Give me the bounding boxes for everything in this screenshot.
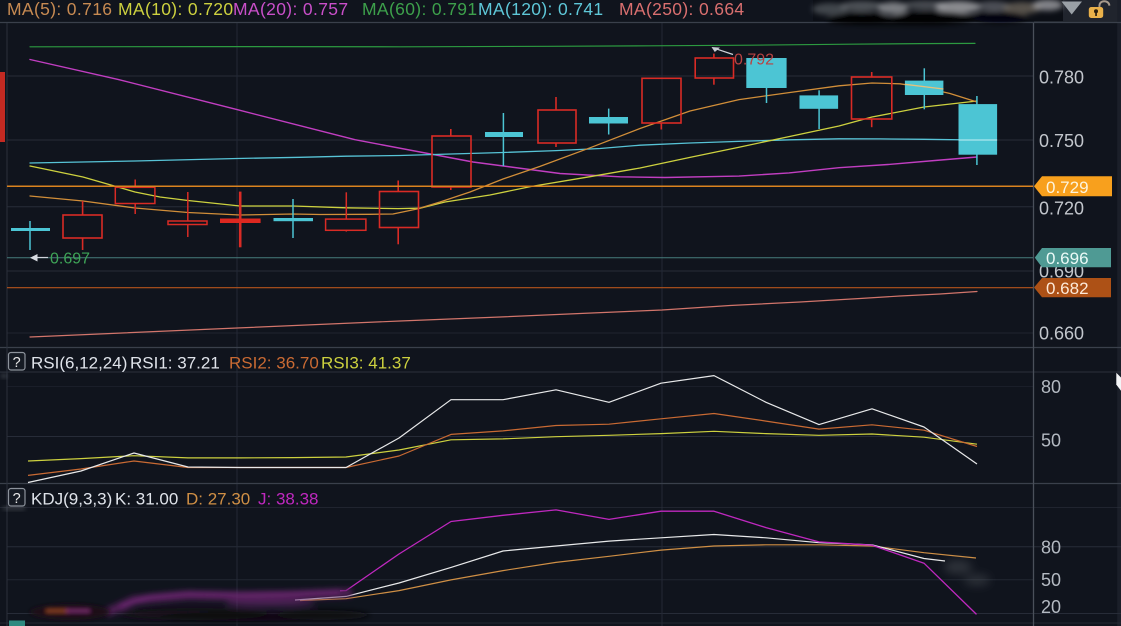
svg-text:MA(10): 0.720: MA(10): 0.720 [118, 0, 233, 19]
svg-text:MA(60): 0.791: MA(60): 0.791 [362, 0, 477, 19]
svg-text:MA(250): 0.664: MA(250): 0.664 [619, 0, 745, 19]
svg-text:KDJ(9,3,3): KDJ(9,3,3) [31, 490, 112, 509]
svg-text:80: 80 [1041, 377, 1061, 397]
svg-text:20: 20 [1041, 597, 1061, 617]
svg-text:?: ? [13, 355, 21, 371]
svg-text:0.696: 0.696 [1046, 249, 1089, 268]
svg-text:0.660: 0.660 [1039, 324, 1084, 344]
svg-text:80: 80 [1041, 537, 1061, 557]
svg-text:0.792: 0.792 [734, 52, 774, 69]
svg-text:0.682: 0.682 [1046, 279, 1089, 298]
svg-text:RSI2: 36.70: RSI2: 36.70 [229, 354, 319, 373]
svg-text:0.780: 0.780 [1039, 68, 1084, 88]
svg-text:0.729: 0.729 [1046, 178, 1089, 197]
svg-text:0.750: 0.750 [1039, 131, 1084, 151]
svg-text:MA(5): 0.716: MA(5): 0.716 [7, 0, 112, 19]
svg-text:J: 38.38: J: 38.38 [258, 490, 319, 509]
svg-text:MA(20): 0.757: MA(20): 0.757 [233, 0, 348, 19]
svg-text:RSI1: 37.21: RSI1: 37.21 [130, 354, 220, 373]
svg-text:0.697: 0.697 [50, 251, 90, 268]
svg-text:0.720: 0.720 [1039, 199, 1084, 219]
svg-text:?: ? [13, 491, 21, 507]
svg-text:RSI3: 41.37: RSI3: 41.37 [321, 354, 411, 373]
svg-text:50: 50 [1041, 431, 1061, 451]
svg-text:RSI(6,12,24): RSI(6,12,24) [31, 354, 127, 373]
svg-text:K: 31.00: K: 31.00 [115, 490, 178, 509]
svg-text:50: 50 [1041, 570, 1061, 590]
svg-text:MA(120): 0.741: MA(120): 0.741 [478, 0, 604, 19]
svg-text:D: 27.30: D: 27.30 [186, 490, 250, 509]
